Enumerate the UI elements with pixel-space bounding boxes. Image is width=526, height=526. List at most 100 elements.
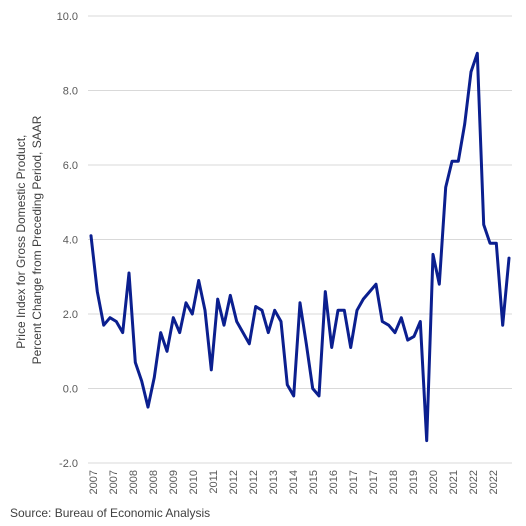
y-tick-label: 10.0	[57, 11, 78, 23]
data-point	[311, 387, 314, 390]
data-point	[279, 320, 283, 323]
data-point	[229, 294, 232, 297]
y-tick-label: 8.0	[63, 86, 78, 98]
x-tick-label: 2016	[328, 470, 340, 494]
x-tick-label: 2008	[148, 470, 160, 494]
data-point	[488, 242, 492, 245]
x-tick-label: 2022	[488, 470, 500, 494]
data-point	[387, 324, 390, 327]
data-point	[374, 283, 378, 286]
data-point	[273, 309, 276, 312]
data-point	[317, 394, 321, 398]
data-point	[400, 316, 403, 319]
data-point	[197, 279, 200, 282]
data-point	[305, 342, 308, 345]
data-point	[260, 309, 264, 312]
data-point	[96, 290, 99, 293]
data-point	[102, 324, 105, 327]
x-tick-label: 2010	[188, 470, 200, 494]
data-point	[419, 320, 422, 323]
data-point	[444, 186, 447, 189]
data-point	[241, 331, 245, 334]
data-point	[431, 253, 435, 256]
data-point	[203, 309, 207, 312]
data-point	[159, 331, 162, 334]
data-point	[115, 320, 118, 323]
data-point	[235, 320, 238, 323]
y-tick-label: -2.0	[59, 458, 78, 470]
data-point	[368, 290, 371, 293]
data-point	[121, 331, 124, 334]
data-point	[191, 312, 194, 316]
data-point	[267, 331, 270, 334]
data-point	[438, 283, 441, 286]
x-tick-label: 2020	[428, 470, 440, 494]
x-tick-label: 2007	[108, 470, 120, 494]
y-axis-label-line-1: Price Index for Gross Domestic Product,	[14, 135, 28, 349]
y-axis-tick-labels: 10.0 8.0 6.0 4.0 2.0 0.0 -2.0	[57, 11, 78, 470]
data-point	[216, 297, 219, 301]
x-tick-label: 2008	[128, 470, 140, 494]
source-note: Source: Bureau of Economic Analysis	[10, 506, 211, 520]
data-point	[450, 160, 454, 163]
x-tick-label: 2021	[448, 470, 460, 494]
x-tick-label: 2018	[388, 470, 400, 494]
x-tick-label: 2007	[88, 470, 100, 494]
data-point	[336, 309, 340, 312]
data-point	[381, 320, 384, 323]
data-point	[248, 342, 251, 345]
data-point	[355, 309, 359, 312]
x-tick-label: 2012	[228, 470, 240, 494]
data-point	[210, 368, 213, 372]
x-tick-label: 2022	[468, 470, 480, 494]
data-point	[343, 309, 346, 312]
x-tick-label: 2017	[348, 470, 360, 494]
data-point	[457, 160, 460, 163]
data-point	[153, 376, 156, 379]
data-point	[495, 242, 498, 245]
data-point	[165, 350, 169, 353]
data-point	[222, 324, 226, 327]
data-point	[349, 346, 352, 349]
y-axis-label: Price Index for Gross Domestic Product, …	[14, 115, 44, 364]
x-tick-label: 2014	[288, 470, 300, 494]
data-point	[412, 335, 416, 338]
data-point	[292, 394, 295, 398]
data-point	[286, 383, 289, 386]
series-group	[89, 51, 511, 443]
data-point	[146, 405, 150, 409]
data-point	[140, 379, 143, 383]
x-tick-label: 2012	[248, 470, 260, 494]
data-point	[134, 361, 137, 364]
y-tick-label: 0.0	[63, 384, 78, 396]
x-axis-tick-labels: 2007 2007 2008 2008 2009 2010 2011 2012 2012 2013…	[88, 470, 500, 494]
data-point	[184, 301, 188, 304]
data-point	[330, 346, 333, 349]
data-point	[362, 297, 365, 301]
data-point	[469, 70, 473, 74]
data-point	[298, 301, 302, 304]
data-point	[127, 271, 131, 275]
data-point	[393, 331, 397, 334]
series-line	[89, 51, 511, 443]
x-tick-label: 2011	[208, 470, 220, 494]
data-point	[89, 234, 93, 237]
data-point	[324, 290, 327, 293]
data-point	[108, 316, 112, 319]
x-tick-label: 2017	[368, 470, 380, 494]
data-point	[425, 439, 428, 442]
data-point	[507, 256, 511, 260]
x-tick-label: 2009	[168, 470, 180, 494]
x-tick-label: 2015	[308, 470, 320, 494]
data-point	[463, 122, 466, 126]
x-tick-label: 2013	[268, 470, 280, 494]
data-point	[406, 338, 409, 342]
y-axis-label-line-2: Percent Change from Preceding Period, SA…	[30, 115, 44, 364]
y-tick-label: 2.0	[63, 309, 78, 321]
y-tick-label: 4.0	[63, 235, 78, 247]
data-point	[172, 316, 175, 319]
data-point	[254, 305, 257, 308]
data-point	[501, 324, 504, 327]
data-point	[178, 331, 181, 334]
